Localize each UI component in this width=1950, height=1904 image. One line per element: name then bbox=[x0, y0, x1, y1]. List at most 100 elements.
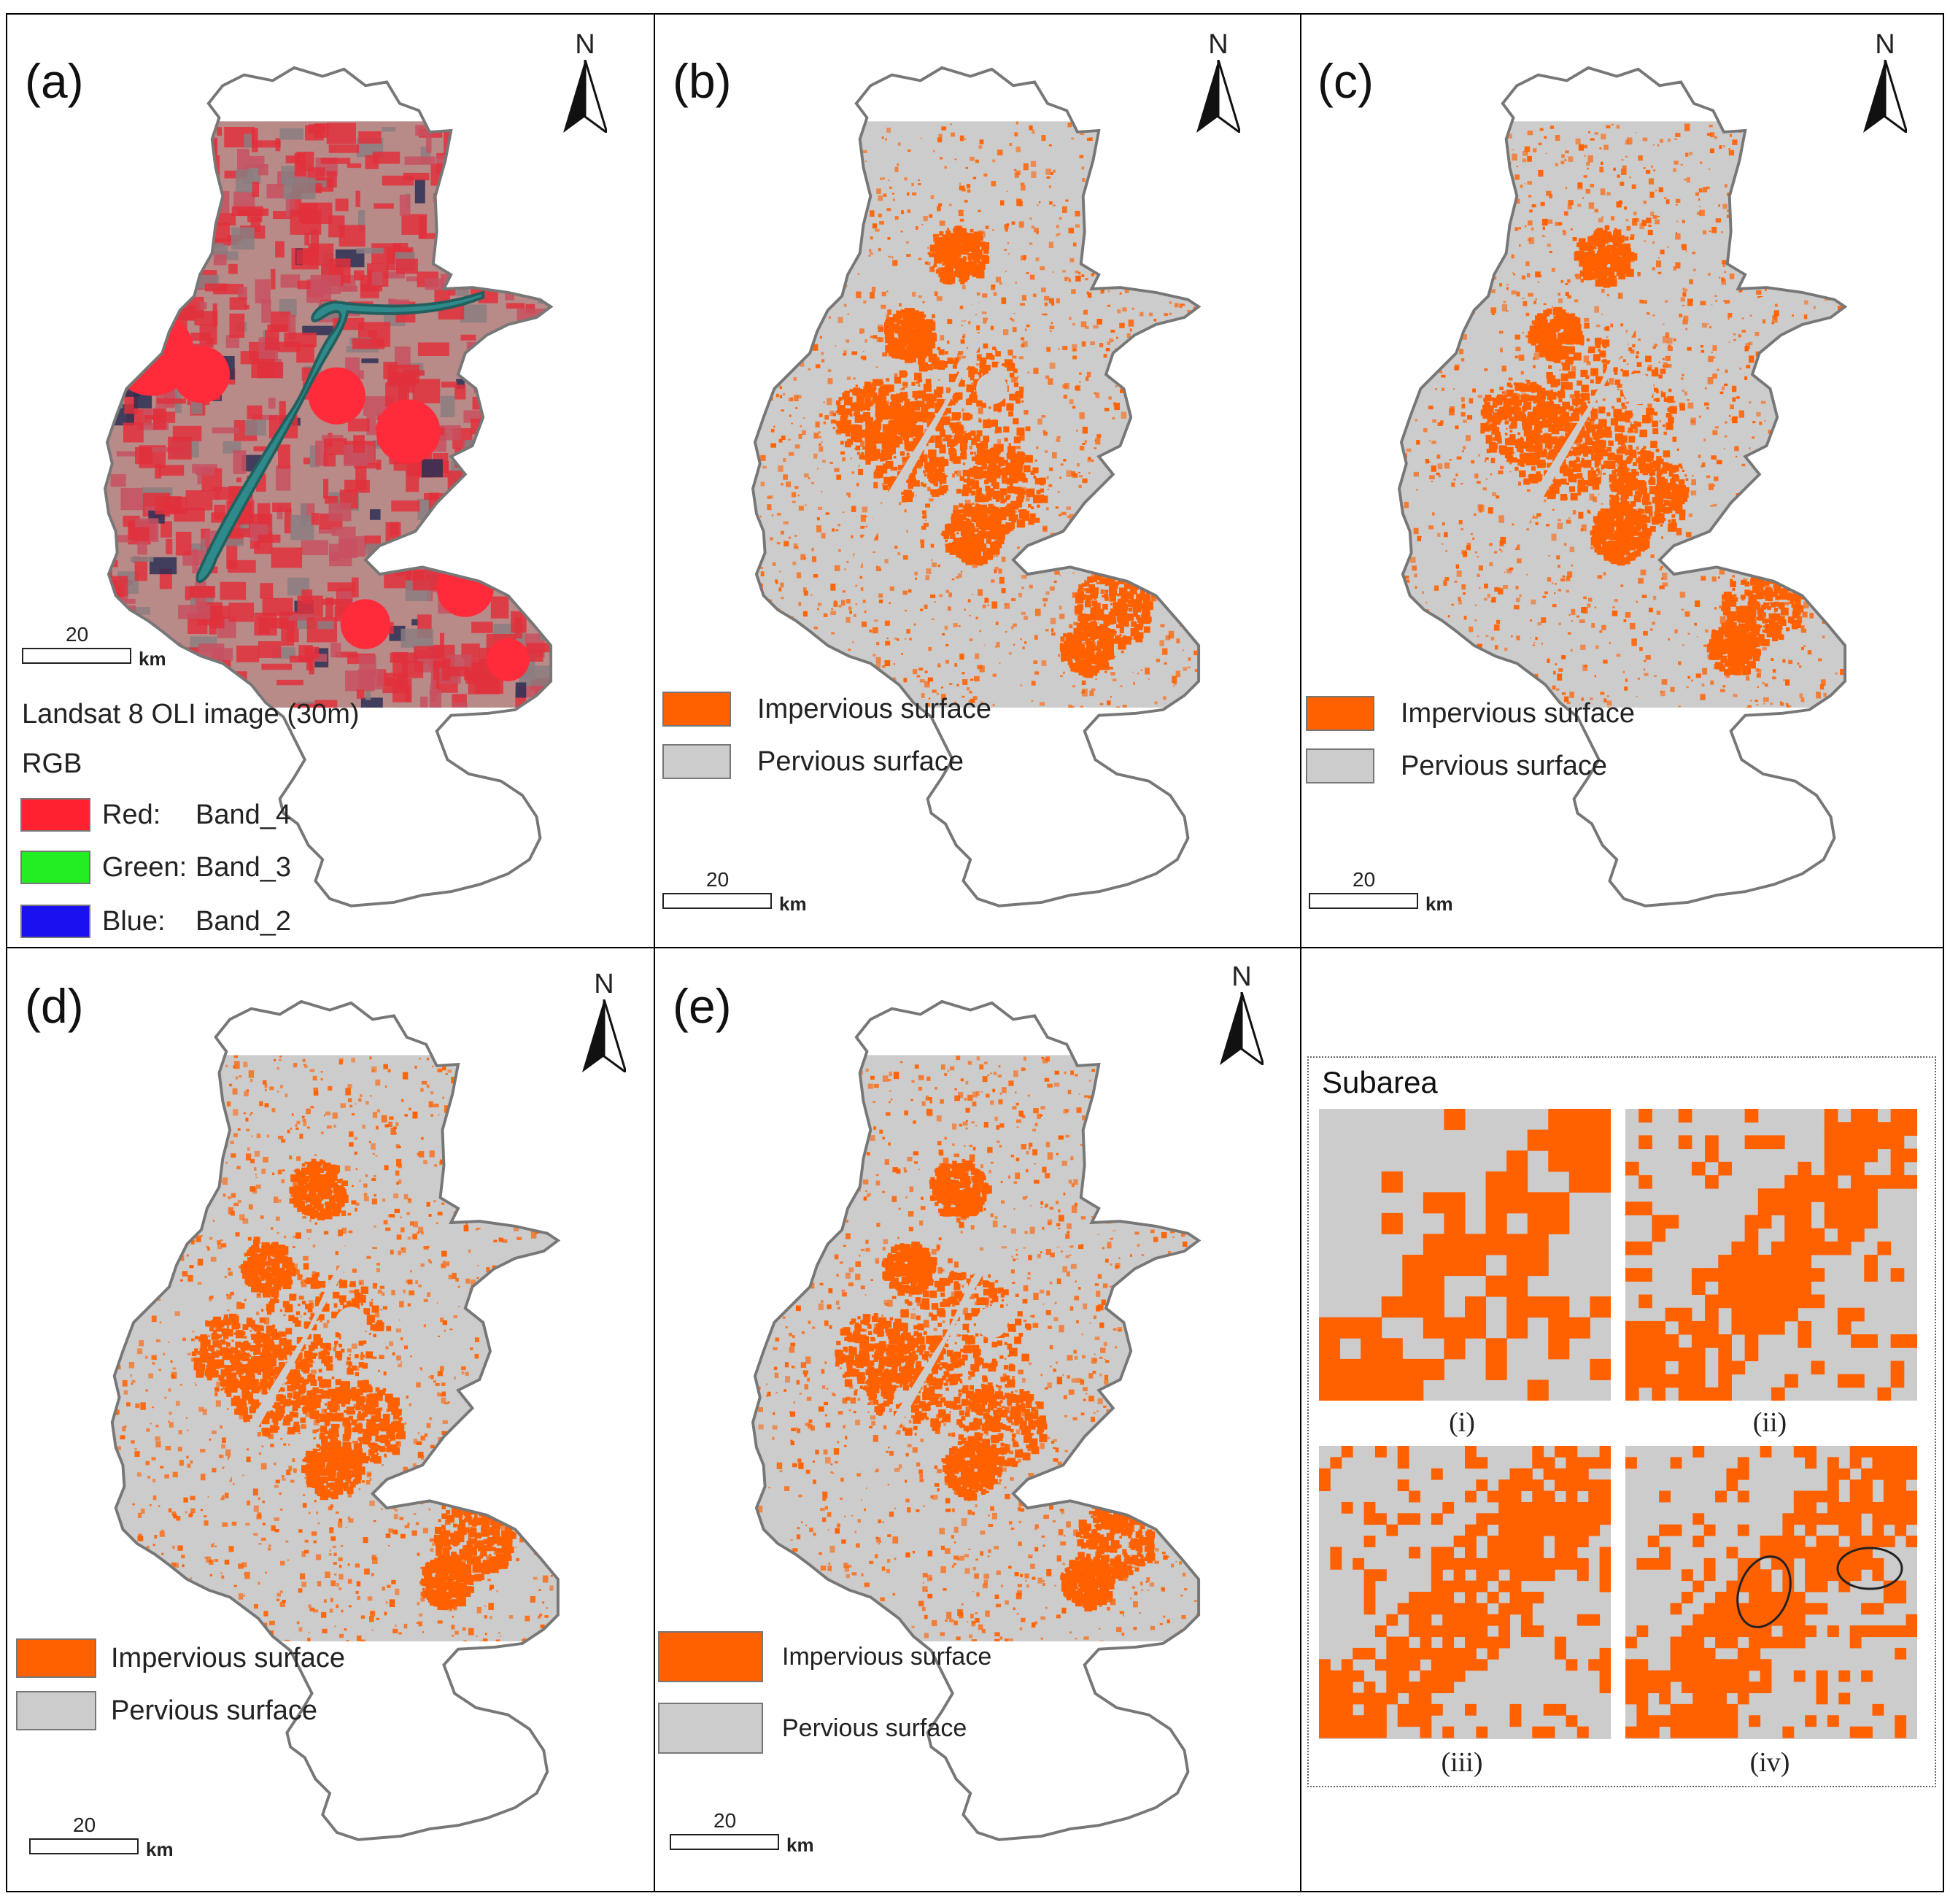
scale-distance: 20 bbox=[66, 623, 89, 646]
scale-bar-b: 20 km bbox=[662, 868, 852, 915]
north-arrow-icon bbox=[1863, 60, 1907, 133]
north-arrow-icon bbox=[563, 60, 607, 133]
legend-pervious-b: Pervious surface bbox=[662, 744, 964, 779]
legend-swatch-red bbox=[20, 798, 90, 832]
legend-band-value: Band_2 bbox=[196, 905, 292, 937]
legend-pervious-e: Pervious surface bbox=[658, 1703, 967, 1754]
scale-unit: km bbox=[146, 1838, 174, 1860]
legend-band-name: Red: bbox=[102, 799, 161, 830]
north-arrow-d: N bbox=[582, 969, 641, 1078]
region-map-d bbox=[110, 999, 561, 1841]
north-arrow-c: N bbox=[1863, 29, 1922, 139]
scale-unit: km bbox=[1425, 893, 1453, 915]
subarea-caption-iii: (iii) bbox=[1441, 1747, 1483, 1778]
scale-distance: 20 bbox=[713, 1809, 737, 1832]
north-arrow-icon bbox=[1220, 992, 1264, 1065]
subarea-title: Subarea bbox=[1322, 1065, 1438, 1099]
central-lake bbox=[976, 373, 1008, 405]
legend-item-red: Red: Band_4 bbox=[20, 798, 291, 832]
legend-swatch-pervious bbox=[16, 1691, 96, 1730]
subarea-tile-iii bbox=[1319, 1446, 1611, 1739]
highlight-ellipse bbox=[1836, 1547, 1903, 1590]
central-lake bbox=[335, 1307, 367, 1339]
region-map-e bbox=[751, 999, 1202, 1841]
legend-label-pervious: Pervious surface bbox=[1401, 750, 1608, 781]
legend-subtitle-a: RGB bbox=[22, 748, 82, 779]
central-lake bbox=[1622, 373, 1655, 405]
scale-unit: km bbox=[786, 1834, 814, 1856]
scale-unit: km bbox=[779, 893, 807, 915]
scale-distance: 20 bbox=[1353, 868, 1376, 891]
north-label: N bbox=[575, 29, 595, 60]
region-boundary bbox=[104, 66, 554, 908]
region-map-a bbox=[104, 66, 554, 908]
legend-label-impervious: Impervious surface bbox=[111, 1642, 346, 1673]
panel-label-e: (e) bbox=[673, 979, 732, 1033]
north-arrow-e: N bbox=[1220, 961, 1278, 1071]
subarea-frame bbox=[1307, 1056, 1936, 1787]
scale-bar-graphic bbox=[1309, 893, 1418, 909]
north-arrow-a: N bbox=[563, 29, 622, 139]
pervious-area bbox=[753, 121, 1199, 708]
scale-bar-a: 20 km bbox=[22, 623, 212, 670]
legend-label-impervious: Impervious surface bbox=[782, 1642, 992, 1671]
subarea-tile-i bbox=[1319, 1109, 1611, 1401]
north-arrow-b: N bbox=[1196, 29, 1255, 139]
north-label: N bbox=[594, 969, 614, 999]
legend-band-value: Band_4 bbox=[196, 799, 292, 830]
legend-label-impervious: Impervious surface bbox=[757, 693, 992, 724]
scale-unit: km bbox=[139, 648, 166, 670]
panel-label-d: (d) bbox=[25, 979, 84, 1033]
legend-band-name: Blue: bbox=[102, 905, 166, 937]
legend-impervious-d: Impervious surface bbox=[16, 1638, 345, 1678]
subarea-caption-iv: (iv) bbox=[1749, 1747, 1790, 1778]
region-boundary bbox=[751, 999, 1202, 1841]
region-boundary bbox=[1398, 66, 1848, 908]
region-boundary bbox=[751, 66, 1202, 908]
legend-swatch-impervious bbox=[16, 1638, 96, 1678]
legend-swatch-impervious bbox=[658, 1631, 763, 1682]
legend-swatch-pervious bbox=[658, 1703, 763, 1754]
legend-pervious-d: Pervious surface bbox=[16, 1691, 317, 1730]
panel-label-b: (b) bbox=[673, 54, 732, 108]
legend-label-pervious: Pervious surface bbox=[757, 746, 964, 777]
central-lake bbox=[976, 1307, 1008, 1339]
north-arrow-icon bbox=[1196, 60, 1240, 133]
scale-bar-graphic bbox=[22, 648, 131, 664]
legend-swatch-green bbox=[20, 851, 90, 884]
river bbox=[196, 290, 485, 584]
legend-label-impervious: Impervious surface bbox=[1401, 697, 1636, 729]
legend-band-name: Green: bbox=[102, 851, 187, 883]
scale-bar-d: 20 km bbox=[29, 1814, 219, 1860]
subarea-caption-ii: (ii) bbox=[1752, 1407, 1787, 1438]
subarea-caption-i: (i) bbox=[1449, 1407, 1475, 1438]
legend-label-pervious: Pervious surface bbox=[111, 1695, 318, 1726]
subarea-tile-iv bbox=[1625, 1446, 1917, 1739]
north-label: N bbox=[1208, 29, 1229, 60]
legend-item-green: Green: Band_3 bbox=[20, 851, 291, 884]
scale-distance: 20 bbox=[73, 1814, 96, 1836]
legend-swatch-impervious bbox=[1306, 696, 1374, 731]
highlight-ellipse bbox=[1736, 1555, 1792, 1628]
legend-swatch-pervious bbox=[1306, 748, 1374, 783]
scale-bar-graphic bbox=[670, 1834, 779, 1850]
panel-label-c: (c) bbox=[1318, 54, 1374, 108]
legend-impervious-c: Impervious surface bbox=[1306, 696, 1635, 731]
scale-distance: 20 bbox=[706, 868, 730, 891]
region-map-b bbox=[751, 66, 1202, 908]
panel-label-a: (a) bbox=[25, 54, 84, 108]
legend-label-pervious: Pervious surface bbox=[782, 1714, 967, 1742]
legend-impervious-b: Impervious surface bbox=[662, 692, 991, 727]
region-map-c bbox=[1398, 66, 1848, 908]
north-label: N bbox=[1875, 29, 1895, 60]
scale-bar-e: 20 km bbox=[670, 1809, 859, 1856]
north-label: N bbox=[1231, 961, 1252, 992]
legend-band-value: Band_3 bbox=[196, 851, 292, 883]
north-arrow-icon bbox=[582, 999, 626, 1072]
legend-item-blue: Blue: Band_2 bbox=[20, 905, 291, 938]
scale-bar-graphic bbox=[662, 893, 772, 909]
region-boundary bbox=[110, 999, 561, 1841]
legend-pervious-c: Pervious surface bbox=[1306, 748, 1607, 783]
subarea-tile-ii bbox=[1625, 1109, 1917, 1401]
legend-title-a: Landsat 8 OLI image (30m) bbox=[22, 699, 360, 730]
